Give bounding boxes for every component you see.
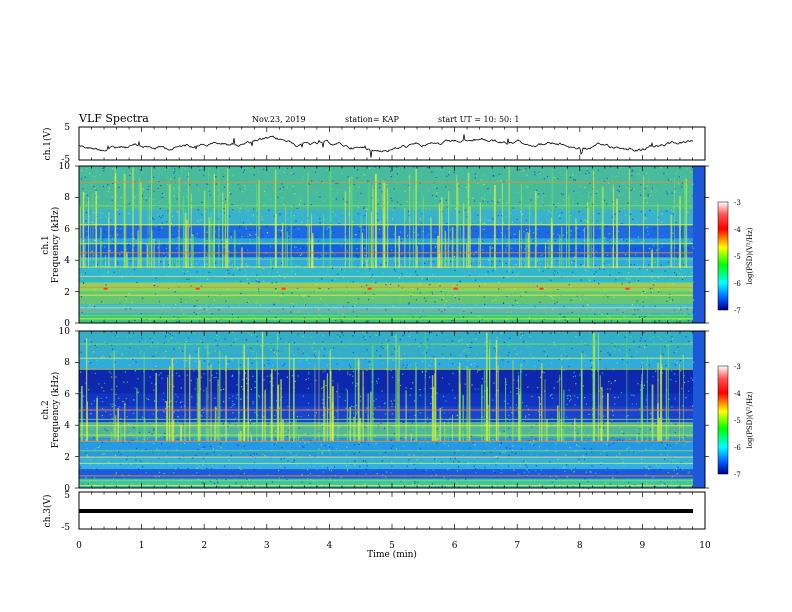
ch2-freq-tick-4: 4 [64, 421, 70, 431]
start-time-label: start UT = 10: 50: 1 [438, 115, 519, 124]
ch1-voltage-frame [78, 126, 706, 161]
ch1-colorbar-tick-m3: -3 [734, 199, 741, 207]
ch2-colorbar-tick-m6: -6 [734, 444, 741, 452]
ch1-colorbar [717, 201, 729, 311]
xtick-label-4: 4 [327, 541, 333, 551]
xtick-label-10: 10 [699, 541, 711, 551]
ch2-colorbar-tick-m3: -3 [734, 363, 741, 371]
ch1-spectrogram-ylabel-freq: Frequency (kHz) [50, 207, 61, 284]
ch3-voltage-panel: 5 -5 ch.3(V) [42, 491, 706, 533]
ch2-colorbar-label: log(PSD)(V²/Hz) [746, 391, 754, 448]
figure-title: VLF Spectra [78, 112, 149, 125]
ch1-spectrogram-image [79, 166, 695, 325]
ch1-colorbar-tick-m4: -4 [734, 226, 741, 234]
ch1-ytick-bottom: -5 [61, 155, 70, 165]
ch2-spectrogram-ylabel-channel: ch.2 [41, 400, 51, 419]
ch2-freq-tick-2: 2 [64, 453, 70, 463]
ch1-freq-tick-10: 10 [59, 162, 71, 172]
ch2-colorbar [717, 365, 729, 475]
ch3-ytick-top: 5 [64, 491, 70, 501]
ch1-freq-tick-6: 6 [64, 225, 70, 235]
ch2-colorbar-tick-m7: -7 [734, 471, 741, 479]
ch3-voltage-trace [79, 509, 693, 513]
axis-tick-marks [75, 127, 709, 529]
xtick-label-3: 3 [264, 541, 270, 551]
xtick-label-0: 0 [76, 541, 82, 551]
ch1-colorbar-tick-m5: -5 [734, 253, 741, 261]
ch1-voltage-ylabel: ch.1(V) [42, 128, 53, 161]
station-label: station= KAP [345, 115, 400, 124]
ch1-freq-tick-2: 2 [64, 288, 70, 298]
ch1-spectrogram-panel: 0 2 4 6 8 10 ch.1 Frequency (kHz) -3 -4 … [41, 162, 754, 329]
x-axis: 0 1 2 3 4 5 6 7 8 9 10 Time (min) [76, 541, 711, 560]
ch1-freq-tick-8: 8 [64, 193, 70, 203]
ch1-freq-tick-0: 0 [64, 319, 70, 329]
ch2-freq-tick-10: 10 [59, 327, 71, 337]
ch2-freq-tick-8: 8 [64, 358, 70, 368]
ch2-colorbar-tick-m5: -5 [734, 417, 741, 425]
ch1-voltage-trace [78, 134, 694, 158]
ch2-colorbar-tick-m4: -4 [734, 390, 741, 398]
ch2-spectrogram-panel: 0 2 4 6 8 10 ch.2 Frequency (kHz) -3 -4 … [41, 327, 754, 494]
xtick-label-9: 9 [640, 541, 646, 551]
ch2-freq-tick-0: 0 [64, 484, 70, 494]
ch1-colorbar-tick-m6: -6 [734, 280, 741, 288]
xtick-label-5: 5 [389, 541, 395, 551]
ch1-ytick-top: 5 [64, 123, 70, 133]
ch1-freq-tick-4: 4 [64, 256, 70, 266]
ch2-spectrogram-image [79, 331, 694, 490]
ch1-spectrogram-ylabel-channel: ch.1 [41, 235, 51, 254]
xtick-label-1: 1 [139, 541, 145, 551]
ch3-voltage-ylabel: ch.3(V) [42, 495, 53, 528]
date-label: Nov.23, 2019 [252, 115, 306, 124]
ch1-colorbar-tick-m7: -7 [734, 307, 741, 315]
xtick-label-7: 7 [514, 541, 520, 551]
x-axis-label: Time (min) [367, 549, 417, 560]
ch1-voltage-panel: 5 -5 ch.1(V) [42, 123, 706, 165]
xtick-label-6: 6 [452, 541, 458, 551]
ch2-spectrogram-ylabel-freq: Frequency (kHz) [50, 372, 61, 449]
xtick-label-8: 8 [577, 541, 583, 551]
ch3-ytick-bottom: -5 [61, 523, 70, 533]
ch2-freq-tick-6: 6 [64, 390, 70, 400]
ch1-colorbar-label: log(PSD)(V²/Hz) [746, 227, 754, 284]
xtick-label-2: 2 [201, 541, 207, 551]
